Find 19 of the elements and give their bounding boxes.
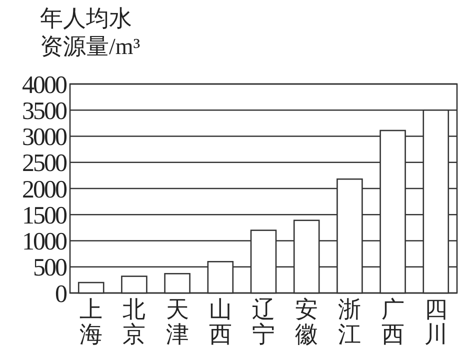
x-tick-label: 浙江 bbox=[338, 297, 362, 347]
y-tick-label: 0 bbox=[55, 280, 67, 308]
x-tick-label: 上海 bbox=[80, 297, 103, 347]
x-tick-label: 广西 bbox=[381, 297, 404, 347]
y-tick-label: 500 bbox=[33, 254, 67, 282]
x-tick-label: 辽宁 bbox=[252, 297, 275, 347]
x-tick-label: 安徽 bbox=[295, 297, 318, 347]
x-tick-label: 四川 bbox=[424, 297, 448, 347]
y-tick-label: 2500 bbox=[22, 150, 67, 178]
y-tick-label: 3500 bbox=[22, 98, 67, 125]
y-tick-label: 3000 bbox=[22, 124, 67, 151]
y-tick-label: 1500 bbox=[22, 202, 67, 230]
x-tick-label: 北京 bbox=[122, 297, 146, 347]
y-tick-label: 2000 bbox=[22, 176, 67, 204]
x-tick-label: 山西 bbox=[208, 297, 232, 347]
x-tick-label: 天津 bbox=[166, 297, 189, 347]
y-axis-title: 年人均水资源量/m³ bbox=[40, 6, 140, 59]
y-tick-label: 1000 bbox=[22, 228, 67, 256]
y-tick-label: 4000 bbox=[22, 72, 67, 99]
